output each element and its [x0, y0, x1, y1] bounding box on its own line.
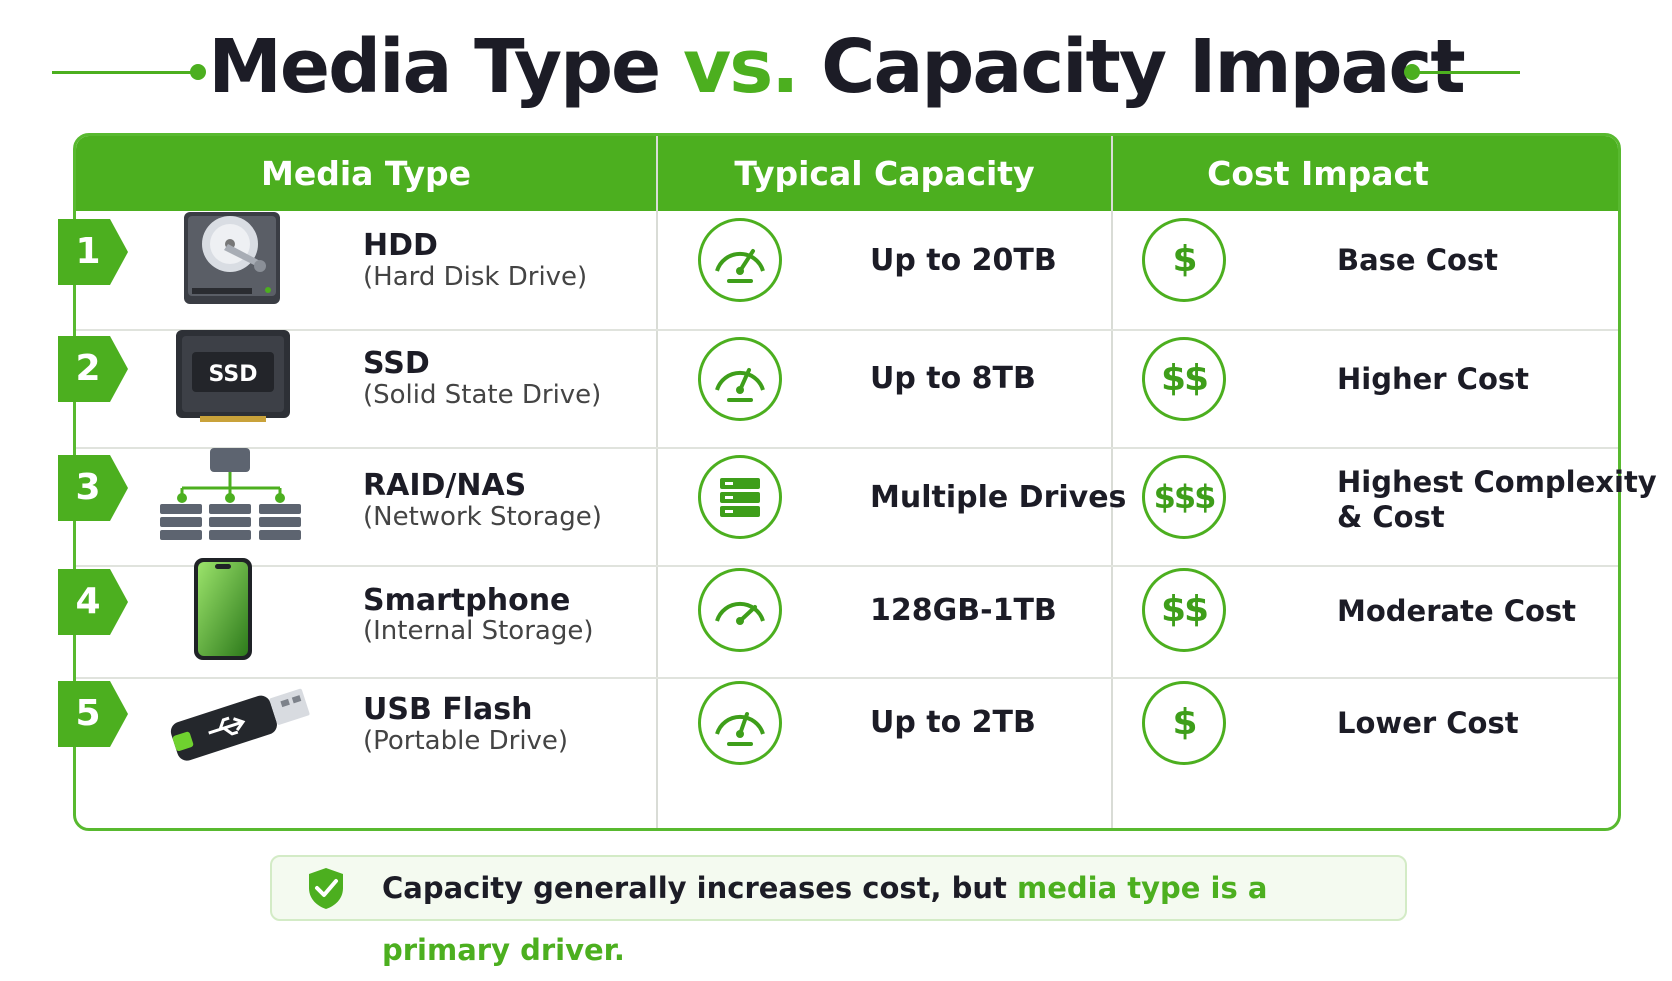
cost-icon-4: $$ — [1142, 568, 1226, 652]
title-deco-dot-left — [190, 64, 206, 80]
capacity-2: Up to 8TB — [870, 361, 1036, 396]
smartphone-icon — [194, 558, 252, 660]
column-divider-1 — [656, 136, 658, 828]
table-row — [76, 565, 1618, 677]
header-cost-impact: Cost Impact — [1207, 154, 1429, 193]
gauge-icon — [715, 249, 765, 283]
media-name-5: USB Flash — [363, 692, 533, 727]
ssd-icon: SSD — [176, 330, 290, 422]
page-title: Media Type vs. Capacity Impact — [0, 22, 1672, 112]
capacity-5: Up to 2TB — [870, 705, 1036, 740]
cost-2: Higher Cost — [1337, 362, 1530, 396]
cost-icon-5: $ — [1142, 681, 1226, 765]
table-row — [76, 329, 1618, 447]
cost-symbol-5: $ — [1172, 702, 1197, 743]
row-number-badge-1 — [58, 219, 128, 285]
cost-icon-1: $ — [1142, 218, 1226, 302]
cost-4: Moderate Cost — [1337, 594, 1577, 628]
header-media-type: Media Type — [260, 154, 472, 193]
media-name-4: Smartphone — [363, 583, 571, 618]
title-deco-line-right — [1412, 71, 1520, 74]
row-number-5: 5 — [75, 693, 101, 734]
comparison-table: Media Type Typical Capacity Cost Impact — [73, 133, 1621, 831]
row-number-2: 2 — [75, 348, 101, 389]
capacity-gauge-icon-5 — [698, 681, 782, 765]
footer-text: Capacity generally increases cost, but m… — [382, 857, 1405, 981]
row-number-badge-2 — [58, 336, 128, 402]
row-number-4: 4 — [75, 581, 101, 622]
media-sub-3: (Network Storage) — [363, 502, 602, 532]
column-divider-2 — [1111, 136, 1113, 828]
capacity-server-icon-3 — [698, 455, 782, 539]
footer-text-main: Capacity generally increases cost, but — [382, 871, 1017, 905]
network-storage-icon — [160, 448, 301, 540]
table-row — [76, 677, 1618, 828]
title-part2: Capacity Impact — [797, 24, 1466, 110]
title-accent: vs. — [683, 24, 799, 110]
cost-3: Highest Complexity & Cost — [1337, 465, 1657, 535]
media-name-1: HDD — [363, 228, 438, 263]
footer-note: Capacity generally increases cost, but m… — [270, 855, 1407, 967]
cost-symbol-3: $$$ — [1153, 478, 1217, 516]
media-name-3: RAID/NAS — [363, 468, 527, 503]
capacity-3: Multiple Drives — [870, 480, 1127, 515]
capacity-gauge-icon-1 — [698, 218, 782, 302]
capacity-1: Up to 20TB — [870, 243, 1057, 278]
media-sub-5: (Portable Drive) — [363, 726, 569, 756]
usb-flash-icon — [170, 688, 310, 761]
table-row — [76, 447, 1618, 565]
cost-icon-2: $$ — [1142, 337, 1226, 421]
row-number-1: 1 — [75, 231, 101, 272]
cost-icon-3: $$$ — [1142, 455, 1226, 539]
title-bar: Media Type vs. Capacity Impact — [0, 22, 1672, 112]
gauge-icon — [715, 368, 765, 402]
capacity-4: 128GB-1TB — [870, 593, 1057, 628]
shield-check-icon — [309, 868, 343, 909]
capacity-gauge-icon-4 — [698, 568, 782, 652]
cost-symbol-4: $$ — [1160, 589, 1209, 630]
ssd-label: SSD — [209, 362, 258, 387]
cost-1: Base Cost — [1337, 243, 1499, 277]
table-header: Media Type Typical Capacity Cost Impact — [76, 136, 1618, 211]
cost-symbol-1: $ — [1172, 239, 1197, 280]
media-sub-2: (Solid State Drive) — [363, 380, 602, 410]
cost-3-line2: & Cost — [1337, 500, 1445, 534]
server-stack-icon — [720, 478, 760, 517]
cost-symbol-2: $$ — [1160, 358, 1209, 399]
gauge-icon — [715, 601, 765, 625]
media-name-2: SSD — [363, 346, 430, 381]
capacity-gauge-icon-2 — [698, 337, 782, 421]
header-typical-capacity: Typical Capacity — [734, 154, 1035, 193]
gauge-icon — [715, 712, 765, 746]
row-number-badge-5 — [58, 681, 128, 747]
media-sub-4: (Internal Storage) — [363, 616, 594, 646]
media-sub-1: (Hard Disk Drive) — [363, 262, 588, 292]
title-deco-line-left — [52, 71, 200, 74]
cost-5: Lower Cost — [1337, 706, 1519, 740]
cost-3-line1: Highest Complexity — [1337, 465, 1657, 499]
row-number-3: 3 — [75, 467, 101, 508]
title-part1: Media Type — [208, 24, 683, 110]
hdd-icon — [184, 212, 280, 304]
row-number-badge-4 — [58, 569, 128, 635]
row-number-badge-3 — [58, 455, 128, 521]
